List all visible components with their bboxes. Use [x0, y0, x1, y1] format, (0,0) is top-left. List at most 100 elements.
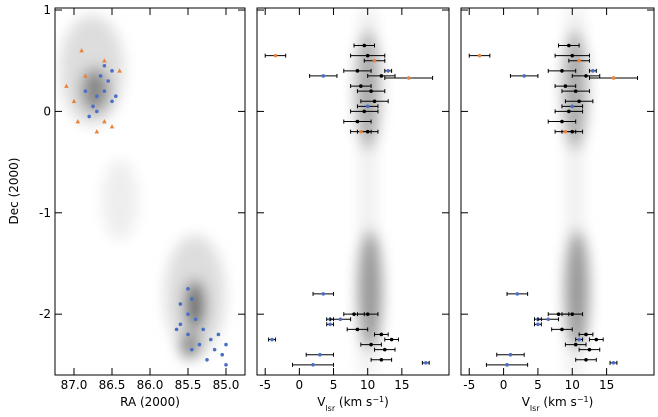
x-tick-label: -5: [463, 378, 475, 392]
marker: [79, 48, 84, 53]
marker: [570, 104, 575, 109]
marker: [379, 357, 384, 362]
x-tick-label: 5: [534, 378, 542, 392]
marker: [190, 347, 194, 352]
x-tick-label: -5: [259, 378, 271, 392]
marker: [311, 363, 315, 367]
marker: [567, 109, 571, 114]
x-axis-label-part: V: [522, 395, 531, 409]
marker: [556, 312, 561, 316]
marker: [372, 99, 377, 104]
marker: [321, 74, 326, 78]
x-tick-label: 5: [330, 378, 338, 392]
y-axis-label: Dec (2000): [7, 158, 21, 225]
marker: [201, 327, 205, 332]
marker: [193, 317, 198, 322]
marker: [570, 312, 575, 316]
marker: [102, 89, 107, 93]
marker: [220, 352, 224, 357]
marker: [611, 76, 616, 80]
marker: [273, 53, 278, 58]
x-axis-label-part: lsr: [530, 404, 540, 413]
marker: [505, 363, 509, 367]
marker: [212, 347, 217, 352]
marker: [372, 58, 377, 63]
marker: [102, 63, 107, 68]
plot-frame: [460, 7, 655, 376]
marker: [379, 332, 384, 337]
marker: [216, 332, 221, 337]
marker: [359, 129, 363, 134]
marker: [186, 312, 190, 316]
marker: [560, 69, 564, 73]
marker: [577, 58, 581, 63]
marker: [110, 99, 114, 104]
x-axis-label-part: lsr: [325, 404, 335, 413]
marker: [359, 84, 363, 88]
x-axis-label-part: ): [384, 395, 389, 409]
x-axis-label-part: (km s: [540, 395, 577, 409]
x-tick-label: 87.0: [61, 378, 88, 392]
marker: [224, 363, 228, 367]
marker: [114, 94, 118, 99]
marker: [94, 129, 100, 134]
x-axis-label-part: V: [317, 395, 326, 409]
marker: [546, 317, 551, 322]
marker: [591, 69, 595, 73]
marker: [205, 357, 209, 362]
marker: [117, 68, 122, 73]
x-axis-label-part: −1: [372, 395, 384, 404]
density-map: [563, 8, 589, 375]
x-axis-label-part: −1: [577, 395, 589, 404]
marker: [365, 53, 370, 58]
x-tick-label: 15: [599, 378, 614, 392]
marker: [611, 361, 616, 365]
marker: [102, 119, 107, 124]
marker: [174, 327, 179, 332]
x-tick-label: 86.5: [99, 378, 126, 392]
marker: [477, 53, 482, 58]
marker: [209, 337, 213, 342]
marker: [570, 53, 575, 58]
marker: [584, 74, 588, 78]
marker: [536, 322, 540, 327]
density-map: [60, 15, 225, 359]
marker: [352, 312, 356, 316]
marker: [587, 347, 592, 352]
marker: [110, 69, 114, 73]
density-map: [356, 8, 382, 375]
marker: [406, 76, 411, 80]
marker: [102, 58, 107, 63]
marker: [362, 109, 367, 114]
x-axis-label: RA (2000): [120, 395, 180, 409]
marker: [109, 124, 115, 129]
marker: [573, 342, 578, 347]
marker: [577, 337, 581, 342]
marker: [362, 43, 367, 48]
marker: [95, 109, 99, 114]
marker: [64, 83, 69, 88]
marker: [560, 119, 564, 124]
marker: [197, 342, 202, 347]
marker: [577, 99, 581, 104]
marker: [379, 74, 384, 78]
marker: [522, 74, 526, 78]
marker: [98, 74, 103, 78]
x-tick-label: 0: [500, 378, 508, 392]
marker: [369, 89, 373, 93]
marker: [75, 119, 81, 124]
marker: [338, 317, 343, 322]
plot-frame: [256, 7, 450, 376]
marker: [186, 287, 190, 291]
x-axis-label-part: ): [589, 395, 594, 409]
marker: [508, 352, 513, 357]
marker: [365, 312, 370, 316]
x-tick-label: 86.0: [137, 378, 164, 392]
marker: [515, 292, 520, 296]
marker: [355, 119, 360, 124]
marker: [83, 89, 88, 93]
marker: [87, 114, 91, 119]
marker: [178, 322, 183, 327]
marker: [369, 342, 373, 347]
